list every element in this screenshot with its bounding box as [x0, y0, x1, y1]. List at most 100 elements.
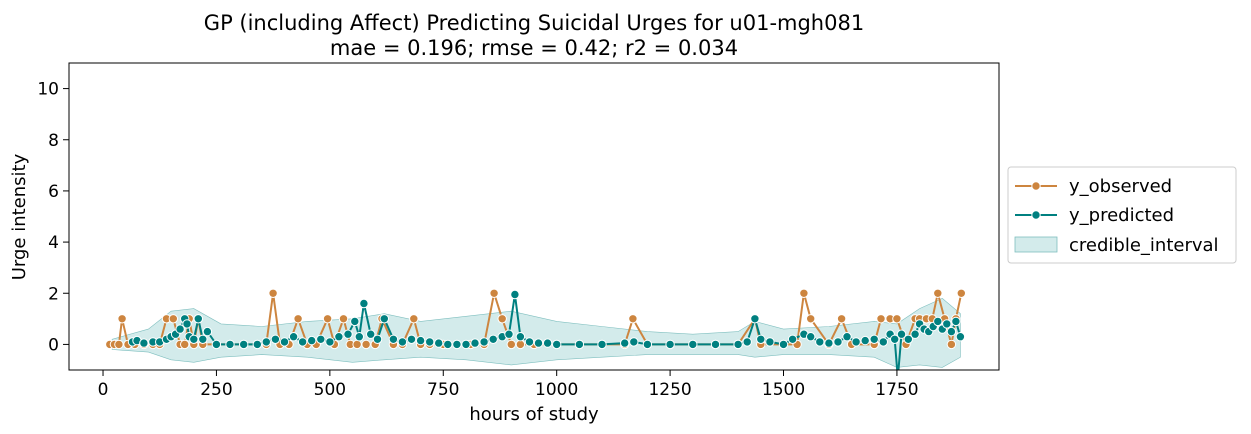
y_predicted-point: [955, 332, 966, 342]
y_predicted-point: [189, 334, 199, 344]
y_predicted-point: [488, 334, 498, 344]
legend-interval-label: credible_interval: [1069, 235, 1219, 256]
y-axis: 0 2 4 6 8 10: [37, 80, 69, 355]
y_predicted-point: [479, 337, 489, 347]
x-tick-label: 1500: [762, 380, 805, 400]
y_predicted-point: [890, 334, 900, 344]
y-axis-label: Urge intensity: [9, 153, 30, 280]
y_predicted-point: [946, 326, 957, 337]
y_predicted-point: [542, 338, 553, 348]
y_predicted-point: [903, 334, 913, 344]
y_predicted-point: [388, 334, 399, 344]
y_observed-point: [946, 339, 957, 350]
y_predicted-point: [815, 337, 825, 347]
y_observed-point: [836, 314, 847, 324]
legend-predicted-label: y_predicted: [1069, 205, 1174, 226]
y_predicted-point: [896, 329, 907, 339]
y-tick-label: 8: [48, 131, 59, 151]
y_observed-point: [352, 339, 362, 350]
x-tick-label: 1000: [535, 380, 578, 400]
y_predicted-point: [933, 316, 943, 327]
y_predicted-point: [239, 339, 249, 350]
y_predicted-point: [665, 339, 675, 350]
x-tick-label: 250: [200, 380, 232, 400]
x-axis-label: hours of study: [469, 404, 599, 425]
y-tick-label: 10: [37, 80, 59, 100]
y_observed-point: [628, 314, 638, 324]
y_predicted-point: [860, 335, 870, 346]
y_predicted-point: [552, 339, 562, 350]
y_predicted-point: [425, 337, 435, 347]
x-axis: 0 250 500 750 1000 1250 1500 1750: [98, 370, 919, 400]
y_predicted-point: [270, 334, 281, 344]
y_observed-point: [168, 314, 179, 324]
y_predicted-point: [350, 316, 360, 327]
y_predicted-point: [397, 337, 408, 347]
y_predicted-point: [842, 332, 852, 342]
y_observed-point: [409, 314, 419, 324]
y_predicted-point: [629, 337, 639, 347]
y_predicted-point: [366, 329, 376, 339]
y_predicted-point: [359, 298, 369, 309]
y_predicted-point: [910, 329, 920, 339]
y_predicted-point: [297, 337, 308, 347]
y_predicted-point: [175, 324, 185, 334]
y_predicted-point: [824, 338, 834, 348]
legend: y_observed y_predicted credible_interval: [1007, 166, 1237, 264]
y_observed-point: [892, 314, 902, 324]
y_predicted-point: [833, 337, 843, 347]
y_predicted-point: [406, 334, 417, 344]
y_predicted-point: [504, 329, 514, 339]
y_predicted-point: [279, 337, 290, 347]
y_predicted-point: [765, 337, 775, 347]
y_observed-point: [489, 288, 499, 298]
y-tick-label: 4: [48, 233, 59, 253]
y-tick-label: 6: [48, 182, 59, 202]
y_observed-point: [876, 314, 886, 324]
y_predicted-point: [434, 338, 444, 348]
y_predicted-point: [597, 339, 607, 350]
y_predicted-point: [443, 339, 453, 350]
credible-interval-band: [111, 298, 961, 368]
y_predicted-point: [415, 335, 426, 346]
y_predicted-point: [343, 329, 353, 339]
y_predicted-point: [261, 337, 271, 347]
y_predicted-point: [252, 339, 262, 350]
y_predicted-point: [452, 339, 462, 350]
x-tick-label: 750: [427, 380, 459, 400]
y_predicted-point: [642, 339, 653, 350]
y-tick-label: 2: [48, 284, 59, 304]
y_predicted-point: [325, 337, 335, 347]
y_predicted-point: [742, 337, 752, 347]
y_predicted-point: [470, 338, 480, 348]
plot-area: [105, 288, 966, 370]
y_predicted-point: [202, 326, 213, 337]
y_predicted-point: [182, 319, 192, 329]
y_predicted-point: [316, 334, 326, 344]
chart-title-line1: GP (including Affect) Predicting Suicida…: [204, 11, 864, 35]
x-tick-label: 500: [314, 380, 346, 400]
legend-predicted-marker: [1031, 210, 1041, 220]
y_predicted-point: [198, 334, 208, 344]
y_predicted-point: [688, 339, 698, 350]
legend-observed-marker: [1031, 181, 1041, 191]
y_observed-point: [114, 339, 124, 350]
y_predicted-point: [778, 339, 789, 350]
y_predicted-point: [756, 334, 766, 344]
y_observed-point: [361, 339, 371, 350]
y_predicted-point: [869, 334, 879, 344]
y_observed-point: [933, 288, 943, 298]
plot-content: [105, 288, 966, 370]
y_predicted-point: [193, 314, 204, 324]
y_observed-point: [799, 288, 809, 298]
y_predicted-point: [733, 339, 743, 350]
y_predicted-point: [211, 339, 222, 350]
y_predicted-point: [851, 337, 861, 347]
x-tick-label: 1750: [875, 380, 918, 400]
y_predicted-point: [750, 314, 760, 324]
y_observed-point: [806, 314, 816, 324]
y_observed-point: [515, 339, 526, 350]
y_predicted-point: [288, 332, 299, 342]
y_observed-point: [180, 339, 190, 350]
